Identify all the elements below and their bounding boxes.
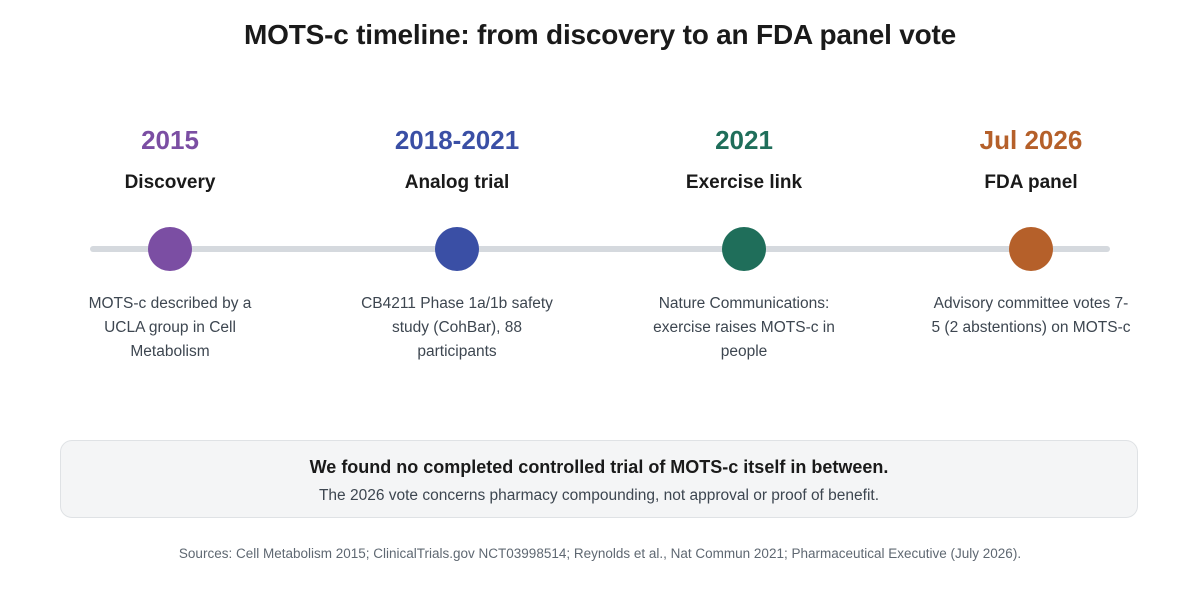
event-year: 2018-2021 <box>394 125 520 155</box>
event-year: 2015 <box>141 125 199 155</box>
event-year: Jul 2026 <box>979 125 1083 155</box>
event-label: FDA panel <box>984 172 1078 193</box>
event-dot <box>1009 227 1053 271</box>
event-description: Nature Communications: exercise raises M… <box>653 295 835 360</box>
event-dot <box>722 227 766 271</box>
event-dot <box>148 227 192 271</box>
callout-box: We found no completed controlled trial o… <box>60 440 1138 518</box>
sources-footnote: Sources: Cell Metabolism 2015; ClinicalT… <box>178 546 1022 561</box>
timeline-line <box>90 246 1110 252</box>
event-description: Advisory committee votes 7-5 (2 abstenti… <box>931 295 1131 336</box>
event-description: MOTS-c described by a UCLA group in Cell… <box>88 295 252 360</box>
event-label: Analog trial <box>404 172 510 193</box>
event-label: Exercise link <box>685 172 803 193</box>
callout-subtext: The 2026 vote concerns pharmacy compound… <box>318 487 880 504</box>
event-label: Discovery <box>124 172 216 193</box>
callout-headline: We found no completed controlled trial o… <box>309 457 889 477</box>
event-year: 2021 <box>715 125 773 155</box>
event-dot <box>435 227 479 271</box>
event-description: CB4211 Phase 1a/1b safety study (CohBar)… <box>361 295 553 360</box>
page-title: MOTS-c timeline: from discovery to an FD… <box>243 19 957 50</box>
